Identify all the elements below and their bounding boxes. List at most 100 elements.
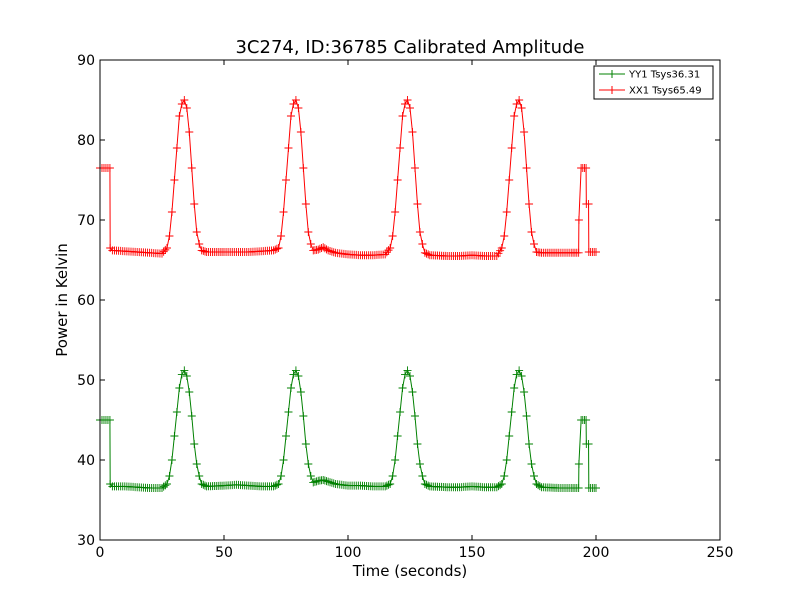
data-point-yy1 <box>312 477 321 486</box>
data-point-yy1 <box>326 478 335 487</box>
data-point-xx1 <box>327 247 336 256</box>
data-point-yy1 <box>386 480 395 488</box>
data-point-xx1 <box>329 248 338 257</box>
data-point-xx1 <box>497 244 506 252</box>
data-point-yy1 <box>530 472 538 480</box>
data-point-yy1 <box>388 472 397 480</box>
data-point-yy1 <box>274 480 283 488</box>
data-point-xx1 <box>192 228 201 236</box>
data-point-xx1 <box>582 164 591 172</box>
data-point-xx1 <box>284 144 293 152</box>
data-point-yy1 <box>180 366 189 375</box>
data-point-yy1 <box>492 483 501 492</box>
data-point-xx1 <box>525 200 534 208</box>
data-point-xx1 <box>165 232 174 240</box>
data-point-yy1 <box>592 484 600 492</box>
data-point-yy1 <box>396 408 405 416</box>
x-tick-label: 200 <box>583 545 610 561</box>
data-point-xx1 <box>286 112 295 120</box>
legend-marker-yy1 <box>608 70 616 78</box>
data-point-yy1 <box>532 480 541 488</box>
data-point-yy1 <box>277 472 286 480</box>
data-point-yy1 <box>167 456 176 464</box>
data-point-yy1 <box>284 408 293 416</box>
data-point-yy1 <box>422 480 431 489</box>
series-xx1 <box>96 96 600 260</box>
data-point-xx1 <box>388 232 397 240</box>
data-point-xx1 <box>418 240 427 248</box>
data-point-xx1 <box>322 245 331 254</box>
data-point-xx1 <box>294 104 303 112</box>
x-tick-label: 100 <box>335 545 362 561</box>
data-point-xx1 <box>500 232 509 240</box>
data-point-xx1 <box>304 228 313 236</box>
data-point-xx1 <box>415 228 424 236</box>
data-point-yy1 <box>500 472 509 480</box>
y-axis-label: Power in Kelvin <box>53 243 71 357</box>
data-point-xx1 <box>406 104 414 112</box>
data-point-xx1 <box>199 246 208 255</box>
data-point-xx1 <box>398 112 407 120</box>
data-point-yy1 <box>525 440 534 448</box>
data-point-yy1 <box>195 472 204 480</box>
legend-label-yy1: YY1 Tsys36.31 <box>628 70 700 81</box>
data-point-xx1 <box>200 247 209 256</box>
data-point-xx1 <box>530 240 538 248</box>
data-point-xx1 <box>592 248 600 256</box>
data-point-xx1 <box>502 208 511 216</box>
data-point-xx1 <box>424 250 433 259</box>
data-point-xx1 <box>272 244 281 253</box>
data-point-yy1 <box>190 440 199 448</box>
axis-ticks-layer: 0 50 100 150 200 250 30 40 50 60 70 80 90 <box>77 53 733 561</box>
data-point-yy1 <box>296 388 305 396</box>
y-tick-label: 40 <box>77 453 95 469</box>
data-point-xx1 <box>403 96 412 104</box>
data-point-yy1 <box>505 432 514 440</box>
data-point-yy1 <box>161 481 170 490</box>
data-point-yy1 <box>574 484 583 492</box>
data-point-yy1 <box>496 481 505 490</box>
data-point-xx1 <box>195 240 204 248</box>
data-point-xx1 <box>510 112 519 120</box>
data-point-yy1 <box>517 372 526 380</box>
data-point-xx1 <box>306 240 315 248</box>
data-point-xx1 <box>182 104 191 112</box>
data-point-xx1 <box>413 200 422 208</box>
data-point-yy1 <box>319 476 328 484</box>
data-point-yy1 <box>522 412 531 420</box>
data-point-yy1 <box>574 460 583 468</box>
data-point-yy1 <box>294 372 303 380</box>
data-point-yy1 <box>192 460 201 468</box>
data-point-xx1 <box>522 164 531 172</box>
data-point-xx1 <box>314 245 323 254</box>
data-point-yy1 <box>415 460 424 468</box>
data-point-xx1 <box>277 232 286 240</box>
data-point-xx1 <box>105 164 114 172</box>
data-point-xx1 <box>505 176 514 184</box>
y-tick-label: 30 <box>77 533 95 549</box>
data-point-yy1 <box>105 416 114 424</box>
data-point-xx1 <box>187 164 196 172</box>
y-tick-label: 50 <box>77 373 95 389</box>
data-point-yy1 <box>393 432 402 440</box>
data-point-xx1 <box>527 228 536 236</box>
data-point-xx1 <box>520 128 529 136</box>
data-point-yy1 <box>324 477 333 486</box>
data-point-xx1 <box>410 164 419 172</box>
data-point-xx1 <box>584 200 593 208</box>
data-point-yy1 <box>291 366 300 375</box>
data-point-xx1 <box>299 164 308 172</box>
data-point-yy1 <box>582 416 591 424</box>
data-point-xx1 <box>515 96 524 104</box>
data-point-xx1 <box>167 208 176 216</box>
data-point-xx1 <box>158 249 166 258</box>
data-point-yy1 <box>535 482 544 491</box>
data-point-xx1 <box>324 246 333 255</box>
data-point-yy1 <box>329 479 338 488</box>
legend-marker-xx1 <box>608 86 616 94</box>
data-point-yy1 <box>170 432 179 440</box>
data-point-xx1 <box>159 247 168 256</box>
data-point-xx1 <box>386 244 395 252</box>
x-axis-label: Time (seconds) <box>352 562 468 580</box>
data-point-xx1 <box>185 128 194 136</box>
